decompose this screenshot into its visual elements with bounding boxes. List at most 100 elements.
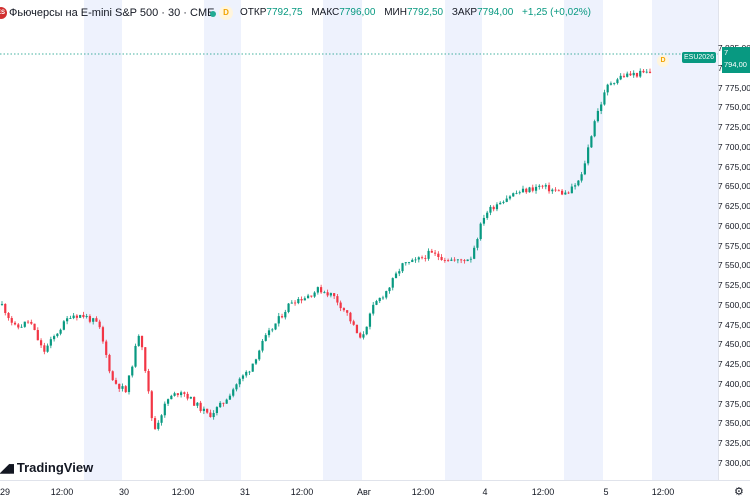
time-tick: 12:00 (290, 487, 314, 497)
candle (606, 83, 609, 96)
change-value: +1,25 (+0,02%) (522, 7, 591, 18)
candle (632, 70, 635, 78)
candle (600, 101, 603, 115)
candle (414, 257, 417, 263)
candle (264, 333, 267, 342)
candle (7, 311, 10, 321)
candle (101, 325, 105, 344)
candle (489, 204, 492, 216)
candle (420, 255, 424, 260)
open-value: 7792,75 (266, 7, 303, 18)
candle (463, 258, 466, 264)
time-tick: 31 (239, 487, 251, 497)
candle (541, 184, 544, 189)
session-band (204, 0, 241, 480)
candle (150, 390, 153, 421)
candle (346, 310, 349, 316)
candle (284, 309, 287, 320)
symbol-title[interactable]: Фьючерсы на E-mini S&P 500 · 30 · CME (9, 7, 215, 19)
price-chart[interactable] (0, 0, 718, 480)
session-gap (0, 0, 84, 480)
candle (609, 81, 613, 86)
candle (424, 255, 427, 262)
candle (320, 284, 323, 294)
candle (525, 187, 528, 194)
tradingview-logo[interactable]: ◢▮ TradingView (0, 460, 93, 475)
candle (170, 394, 173, 400)
candle (20, 324, 23, 328)
candle (212, 410, 215, 420)
candle (59, 328, 62, 336)
candle (26, 319, 30, 324)
candle (36, 327, 39, 341)
candle (352, 319, 355, 326)
candle (160, 414, 163, 426)
candle (49, 336, 52, 349)
candle (375, 299, 378, 306)
candle (642, 68, 645, 74)
candle (476, 237, 479, 251)
time-tick: 12:00 (411, 487, 435, 497)
candle (196, 402, 199, 409)
candle (502, 200, 505, 205)
session-band (652, 0, 718, 480)
candle (186, 391, 189, 401)
candle (166, 398, 170, 407)
current-price-label: 7 794,00 05:18 (722, 47, 750, 81)
candle (391, 277, 394, 291)
candle (456, 258, 459, 264)
candle (433, 250, 437, 257)
candle (388, 286, 391, 294)
candle (447, 258, 450, 262)
candle (108, 353, 111, 374)
candle (349, 311, 352, 324)
candle (587, 144, 590, 166)
candle (261, 339, 264, 353)
candle (583, 160, 586, 176)
candle (69, 315, 72, 319)
candle (98, 319, 101, 329)
delayed-data-badge-chart[interactable]: D (657, 55, 669, 67)
symbol-icon[interactable]: ES (0, 7, 7, 19)
candle (287, 302, 290, 314)
candle-series (0, 68, 652, 431)
market-status-icon[interactable] (210, 11, 216, 17)
candle (176, 393, 179, 398)
low-value: 7792,50 (406, 7, 444, 18)
candle (398, 268, 401, 277)
candle (590, 135, 593, 148)
candle (329, 292, 332, 298)
delayed-data-badge[interactable]: D (219, 6, 233, 20)
candle (95, 316, 98, 322)
candle (547, 182, 551, 194)
time-tick: 12:00 (531, 487, 555, 497)
session-gap (482, 0, 564, 480)
price-tick: 7 525,00 (717, 280, 750, 291)
candle (505, 195, 508, 203)
time-tick: 4 (482, 487, 488, 497)
time-axis[interactable]: 29 12:00 30 12:00 31 12:00 Авг 12:00 4 12:00 5 12:0… (0, 480, 750, 501)
price-tick: 7 750,00 (717, 102, 750, 113)
candle (479, 222, 482, 241)
close-value: 7794,00 (477, 7, 514, 18)
ohlc-values: ОТКР7792,75 МАКС7796,00 МИН7792,50 ЗАКР7… (240, 7, 597, 18)
candle (554, 187, 557, 192)
candle (88, 314, 92, 324)
candle (417, 256, 420, 263)
candle (241, 374, 245, 382)
candle (613, 82, 616, 86)
candle (411, 258, 414, 263)
candle (0, 301, 4, 306)
candle (372, 301, 375, 316)
session-band (323, 0, 362, 480)
settings-icon[interactable]: ⚙ (734, 486, 744, 498)
candle (528, 186, 531, 193)
high-label: МАКС (311, 7, 340, 18)
candle (316, 286, 319, 295)
candle (179, 390, 183, 398)
candle (593, 119, 596, 138)
candle (43, 342, 46, 355)
candle (570, 183, 573, 194)
candle (222, 402, 225, 407)
candle (137, 334, 140, 347)
